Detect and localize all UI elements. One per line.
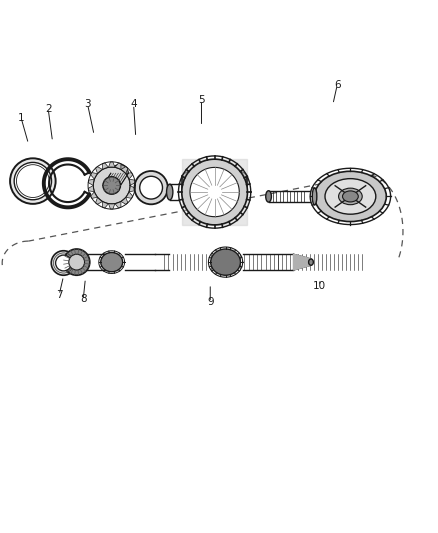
Text: 4: 4 <box>130 100 137 109</box>
Polygon shape <box>182 159 247 225</box>
Circle shape <box>111 165 128 182</box>
Text: 10: 10 <box>313 281 326 291</box>
Text: 7: 7 <box>56 290 63 300</box>
Text: 1: 1 <box>18 112 25 123</box>
Text: 8: 8 <box>80 294 87 304</box>
Circle shape <box>64 249 90 275</box>
Ellipse shape <box>312 188 317 205</box>
Polygon shape <box>88 185 95 192</box>
Ellipse shape <box>182 168 247 185</box>
Polygon shape <box>88 179 95 185</box>
Polygon shape <box>115 163 121 169</box>
Polygon shape <box>182 159 247 225</box>
Ellipse shape <box>314 171 386 222</box>
Circle shape <box>134 171 168 204</box>
Polygon shape <box>293 254 311 270</box>
Ellipse shape <box>166 184 173 200</box>
Polygon shape <box>126 173 133 179</box>
Ellipse shape <box>266 191 272 202</box>
Ellipse shape <box>343 191 358 202</box>
Text: 3: 3 <box>84 100 91 109</box>
Polygon shape <box>109 204 115 209</box>
Text: 6: 6 <box>334 80 341 90</box>
Circle shape <box>14 163 52 200</box>
Polygon shape <box>93 167 130 204</box>
Circle shape <box>103 177 120 194</box>
Polygon shape <box>121 167 128 174</box>
Polygon shape <box>129 179 135 185</box>
Ellipse shape <box>101 253 123 272</box>
Ellipse shape <box>211 249 240 275</box>
Circle shape <box>69 254 85 270</box>
Polygon shape <box>91 192 98 198</box>
Ellipse shape <box>325 179 376 214</box>
Circle shape <box>17 165 49 198</box>
Text: 2: 2 <box>45 104 52 114</box>
Polygon shape <box>129 185 135 192</box>
Circle shape <box>140 176 162 199</box>
Polygon shape <box>109 162 115 167</box>
Text: 5: 5 <box>198 95 205 105</box>
Circle shape <box>10 158 56 204</box>
Polygon shape <box>190 167 239 217</box>
Ellipse shape <box>83 254 87 270</box>
Polygon shape <box>115 201 121 208</box>
Ellipse shape <box>339 188 362 205</box>
Polygon shape <box>95 197 102 204</box>
Polygon shape <box>102 163 109 169</box>
Polygon shape <box>126 192 133 198</box>
Text: 9: 9 <box>207 297 214 308</box>
Ellipse shape <box>309 259 313 265</box>
Polygon shape <box>121 197 128 204</box>
Polygon shape <box>91 173 98 179</box>
Circle shape <box>51 251 76 275</box>
Polygon shape <box>102 201 109 208</box>
Circle shape <box>56 255 71 271</box>
Polygon shape <box>95 167 102 174</box>
